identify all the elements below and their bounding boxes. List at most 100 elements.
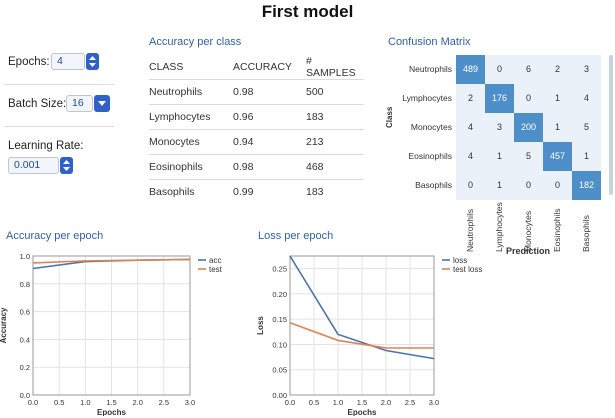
cm-cell: 3: [485, 113, 514, 142]
table-cell: 183: [306, 111, 324, 123]
stepper-arrows-icon: [89, 56, 96, 67]
cm-cell: 4: [456, 142, 485, 171]
cm-cell: 2: [456, 84, 485, 113]
y-tick-label: 1.0: [20, 252, 30, 261]
x-tick-label: 2.0: [132, 398, 142, 407]
table-row: Monocytes 0.94 213: [149, 130, 364, 155]
cm-row-label: Monocytes: [410, 122, 452, 132]
epochs-label: Epochs:: [8, 56, 50, 68]
batch-size-dropdown[interactable]: [94, 95, 110, 112]
cm-col-label: Basophils: [581, 215, 591, 252]
divider: [4, 84, 114, 85]
table-header: ACCURACY: [233, 61, 292, 73]
cm-cell: 0: [543, 171, 572, 200]
cm-cell: 1: [543, 113, 572, 142]
scrollbar[interactable]: [609, 55, 613, 195]
y-tick-label: 0.25: [272, 265, 287, 274]
cm-cell: 0: [514, 171, 543, 200]
table-row: Basophils 0.99 183: [149, 180, 364, 205]
cm-cell: 457: [543, 142, 572, 171]
table-cell: 500: [306, 86, 324, 98]
cm-cell: 200: [514, 113, 543, 142]
accuracy-table-title: Accuracy per class: [149, 36, 242, 48]
table-header: CLASS: [149, 61, 184, 73]
epochs-input[interactable]: 4: [51, 53, 85, 70]
x-axis-label: Epochs: [348, 408, 377, 416]
cm-cell: 4: [572, 84, 601, 113]
series-line: [289, 321, 434, 349]
table-cell: Eosinophils: [149, 161, 203, 173]
x-tick-label: 3.0: [429, 398, 439, 407]
loss-chart: 0.0 0.5 1.0 1.5 2.0 2.5 3.0 0.00 0.05 0.10 0.15 0.2…: [256, 255, 482, 416]
epochs-stepper[interactable]: [86, 53, 99, 70]
y-tick-label: 0.00: [272, 391, 287, 400]
cm-cell: 0: [456, 171, 485, 200]
legend-label: test: [209, 265, 223, 274]
table-row: Lymphocytes 0.96 183: [149, 105, 364, 130]
table-header: # SAMPLES: [306, 55, 356, 79]
learning-rate-stepper[interactable]: [60, 157, 73, 174]
table-cell: 0.98: [233, 86, 254, 98]
loss-chart-title: Loss per epoch: [258, 230, 334, 242]
table-cell: 468: [306, 161, 324, 173]
y-tick-label: 0.05: [272, 366, 287, 375]
y-axis-label: Loss: [256, 316, 265, 335]
divider: [4, 126, 114, 127]
chevron-down-icon: [98, 101, 106, 106]
table-cell: Monocytes: [149, 136, 200, 148]
confusion-matrix-ylabel: Class: [385, 106, 394, 128]
confusion-matrix-title: Confusion Matrix: [388, 36, 471, 48]
x-tick-label: 1.0: [80, 398, 90, 407]
cm-cell: 4: [456, 113, 485, 142]
cm-cell: 0: [514, 84, 543, 113]
y-tick-label: 0.10: [272, 340, 287, 349]
x-tick-label: 1.5: [357, 398, 367, 407]
accuracy-chart: 0.0 0.5 1.0 1.5 2.0 2.5 3.0 0.0 0.2 0.4 0.6 0.8 1.0 E…: [0, 252, 223, 416]
table-cell: Basophils: [149, 186, 195, 198]
table-row: Eosinophils 0.98 468: [149, 155, 364, 180]
learning-rate-input[interactable]: 0.001: [8, 157, 59, 174]
y-tick-label: 0.6: [20, 308, 30, 317]
cm-col-label: Eosinophils: [552, 208, 562, 252]
y-axis-label: Accuracy: [0, 307, 8, 344]
x-tick-label: 0.5: [54, 398, 64, 407]
cm-cell: 182: [572, 171, 601, 200]
cm-cell: 5: [572, 113, 601, 142]
cm-cell: 3: [572, 55, 601, 84]
y-tick-label: 0.8: [20, 280, 30, 289]
legend-label: test loss: [453, 265, 482, 274]
y-tick-label: 0.4: [20, 335, 30, 344]
legend-label: acc: [209, 256, 221, 265]
cm-cell: 1: [572, 142, 601, 171]
plot-frame: [289, 255, 435, 396]
cm-row-label: Eosinophils: [408, 151, 452, 161]
y-tick-label: 0.15: [272, 315, 287, 324]
table-cell: 0.96: [233, 111, 254, 123]
accuracy-table: CLASS ACCURACY # SAMPLES Neutrophils 0.9…: [149, 55, 364, 204]
batch-size-label: Batch Size:: [8, 98, 67, 110]
accuracy-chart-title: Accuracy per epoch: [6, 230, 104, 242]
cm-row-label: Neutrophils: [409, 64, 452, 74]
table-cell: 213: [306, 136, 324, 148]
learning-rate-label: Learning Rate:: [8, 140, 84, 152]
cm-row-label: Basophils: [415, 180, 452, 190]
table-cell: 183: [306, 186, 324, 198]
cm-cell: 5: [514, 142, 543, 171]
x-tick-label: 2.5: [405, 398, 415, 407]
x-tick-label: 2.5: [159, 398, 169, 407]
cm-cell: 2: [543, 55, 572, 84]
confusion-matrix-xlabel: Prediction: [506, 246, 551, 256]
table-row: Neutrophils 0.98 500: [149, 80, 364, 105]
x-tick-label: 0.5: [309, 398, 319, 407]
x-tick-label: 0.0: [285, 398, 295, 407]
x-tick-label: 3.0: [185, 398, 195, 407]
table-cell: 0.94: [233, 136, 254, 148]
table-cell: Lymphocytes: [149, 111, 211, 123]
batch-size-select[interactable]: 16: [66, 95, 93, 112]
table-cell: 0.99: [233, 186, 254, 198]
cm-cell: 176: [485, 84, 514, 113]
legend-label: loss: [453, 256, 467, 265]
table-cell: Neutrophils: [149, 86, 203, 98]
x-tick-label: 2.0: [381, 398, 391, 407]
cm-row-label: Lymphocytes: [402, 93, 452, 103]
